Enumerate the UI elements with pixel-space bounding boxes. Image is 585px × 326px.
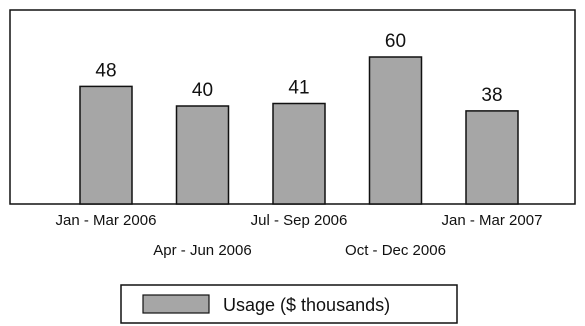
bar <box>79 85 133 205</box>
bar <box>272 102 326 205</box>
category-label: Apr - Jun 2006 <box>153 242 251 259</box>
bar-value-label: 41 <box>288 78 309 99</box>
legend: Usage ($ thousands) <box>120 284 458 324</box>
category-label: Oct - Dec 2006 <box>345 242 446 259</box>
bar-value-label: 60 <box>385 31 406 52</box>
legend-swatch <box>142 294 210 314</box>
bar <box>368 56 423 205</box>
bar <box>465 110 519 205</box>
bar-value-label: 48 <box>95 60 116 81</box>
bar-value-label: 40 <box>192 80 213 101</box>
category-label: Jul - Sep 2006 <box>251 212 348 229</box>
legend-label: Usage ($ thousands) <box>223 295 390 315</box>
bars-layer <box>79 56 519 205</box>
value-labels-layer: 48 40 41 60 38 <box>95 31 502 106</box>
bar <box>175 105 230 205</box>
bar-value-label: 38 <box>481 85 502 106</box>
category-label: Jan - Mar 2007 <box>442 212 543 229</box>
category-label: Jan - Mar 2006 <box>56 212 157 229</box>
